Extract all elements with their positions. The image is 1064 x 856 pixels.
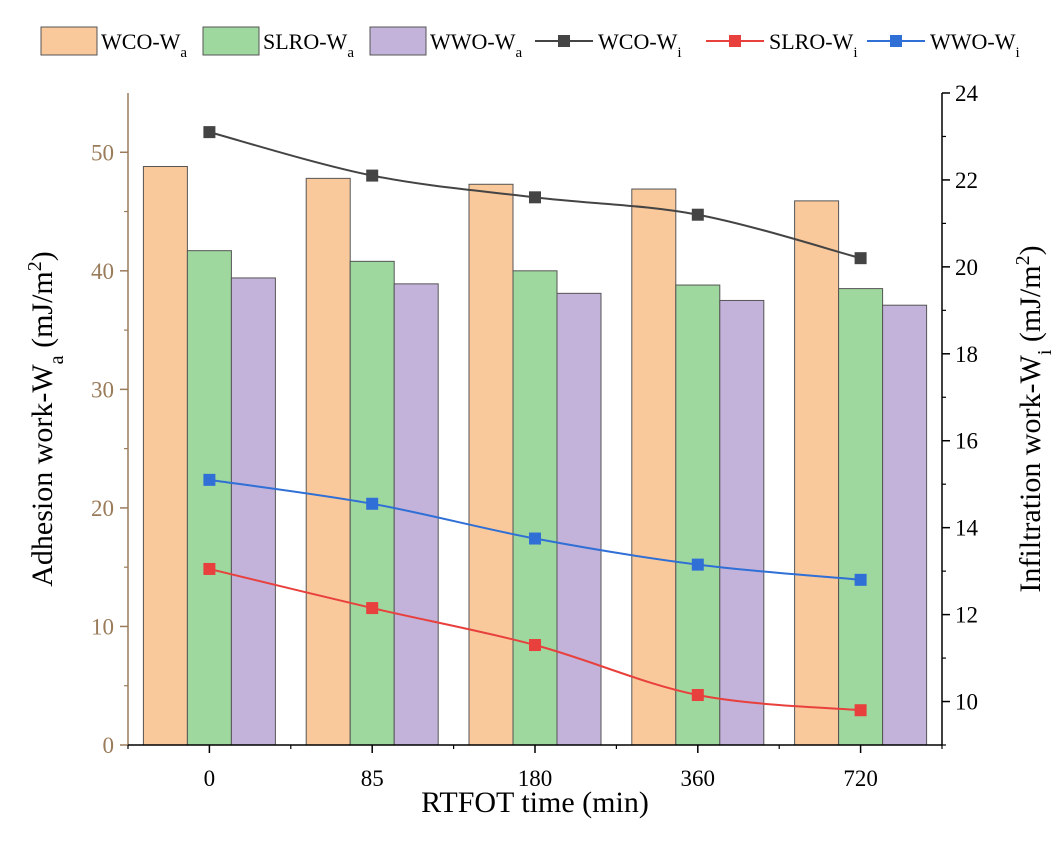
bar-wwow-720 bbox=[882, 304, 928, 746]
right-tick-label: 14 bbox=[955, 516, 979, 541]
legend-marker bbox=[729, 35, 741, 47]
legend-item-wwow-wi: WWO-Wi bbox=[867, 29, 1020, 61]
point-wwow-wi-360 bbox=[691, 558, 704, 571]
lines bbox=[203, 126, 867, 717]
bar-wcow-360 bbox=[631, 188, 677, 746]
bar-slrow-180 bbox=[512, 270, 558, 746]
legend-item-wwow-wa: WWO-Wa bbox=[369, 26, 523, 61]
legend-swatch bbox=[202, 26, 260, 56]
legend-label: SLRO-Wa bbox=[263, 29, 354, 61]
legend: WCO-Wa SLRO-Wa WWO-Wa WCO-Wi SLRO-Wi WWO-Wi bbox=[40, 26, 1020, 61]
bar-wwow-180 bbox=[556, 292, 602, 746]
bar-wwow-360 bbox=[719, 299, 765, 746]
legend-label: WWO-Wi bbox=[930, 29, 1020, 61]
legend-label: WCO-Wa bbox=[101, 29, 187, 61]
x-tick-label: 0 bbox=[204, 766, 216, 791]
axis-labels: RTFOT time (min) Adhesion work-Wa (mJ/m2)… bbox=[24, 245, 1056, 819]
axes: 0 10 20 30 40 50 10 12 14 16 18 20 22 24 0 85 180 360 720 bbox=[91, 81, 979, 791]
right-tick-label: 16 bbox=[955, 429, 978, 454]
point-wwow-wi-0 bbox=[203, 473, 216, 486]
right-tick-label: 18 bbox=[955, 342, 978, 367]
right-tick-label: 22 bbox=[955, 168, 978, 193]
left-tick-label: 40 bbox=[91, 259, 114, 284]
legend-swatch bbox=[40, 26, 98, 56]
bar-slrow-360 bbox=[675, 284, 721, 746]
legend-item-wcow-wa: WCO-Wa bbox=[40, 26, 187, 61]
left-tick-label: 30 bbox=[91, 377, 114, 402]
legend-item-wcow-wi: WCO-Wi bbox=[535, 29, 682, 61]
bar-slrow-0 bbox=[186, 250, 232, 746]
right-tick-label: 10 bbox=[955, 690, 978, 715]
point-wcow-wi-720 bbox=[854, 252, 867, 265]
point-wwow-wi-180 bbox=[529, 532, 541, 545]
bars bbox=[142, 165, 928, 746]
left-tick-label: 50 bbox=[91, 140, 114, 165]
legend-swatch bbox=[369, 26, 427, 56]
point-slrow-wi-0 bbox=[203, 562, 216, 575]
legend-label: WWO-Wa bbox=[430, 29, 523, 61]
point-slrow-wi-360 bbox=[691, 689, 704, 702]
point-slrow-wi-180 bbox=[529, 639, 541, 652]
legend-item-slrow-wi: SLRO-Wi bbox=[706, 29, 858, 61]
point-wcow-wi-360 bbox=[691, 208, 704, 221]
x-tick-label: 360 bbox=[681, 766, 716, 791]
bar-slrow-720 bbox=[838, 288, 884, 746]
legend-label: SLRO-Wi bbox=[769, 29, 858, 61]
bar-wwow-0 bbox=[230, 277, 276, 746]
point-wcow-wi-85 bbox=[366, 169, 379, 182]
x-tick-label: 85 bbox=[361, 766, 384, 791]
bar-wwow-85 bbox=[393, 283, 439, 746]
point-wcow-wi-0 bbox=[203, 126, 216, 139]
left-axis-label: Adhesion work-Wa (mJ/m2) bbox=[24, 251, 68, 587]
left-tick-label: 10 bbox=[91, 614, 114, 639]
left-tick-label: 0 bbox=[103, 733, 115, 758]
left-tick-label: 20 bbox=[91, 496, 114, 521]
point-wwow-wi-85 bbox=[366, 497, 379, 510]
point-slrow-wi-720 bbox=[854, 704, 867, 717]
bar-wcow-0 bbox=[142, 165, 188, 746]
x-axis-label: RTFOT time (min) bbox=[421, 786, 649, 819]
right-tick-label: 12 bbox=[955, 603, 978, 628]
point-wcow-wi-180 bbox=[529, 191, 541, 204]
legend-marker bbox=[890, 35, 902, 47]
point-wwow-wi-720 bbox=[854, 573, 867, 586]
x-tick-label: 720 bbox=[843, 766, 878, 791]
legend-label: WCO-Wi bbox=[598, 29, 682, 61]
bar-wcow-85 bbox=[305, 177, 351, 746]
right-tick-label: 24 bbox=[955, 81, 979, 106]
x-tick-label: 180 bbox=[518, 766, 553, 791]
right-tick-label: 20 bbox=[955, 255, 978, 280]
legend-marker bbox=[558, 35, 570, 47]
bar-wcow-720 bbox=[794, 200, 840, 746]
point-slrow-wi-85 bbox=[366, 602, 379, 615]
right-axis-label: Infiltration work-Wi (mJ/m2) bbox=[1012, 245, 1056, 592]
bar-wcow-180 bbox=[468, 183, 514, 746]
legend-item-slrow-wa: SLRO-Wa bbox=[202, 26, 354, 61]
